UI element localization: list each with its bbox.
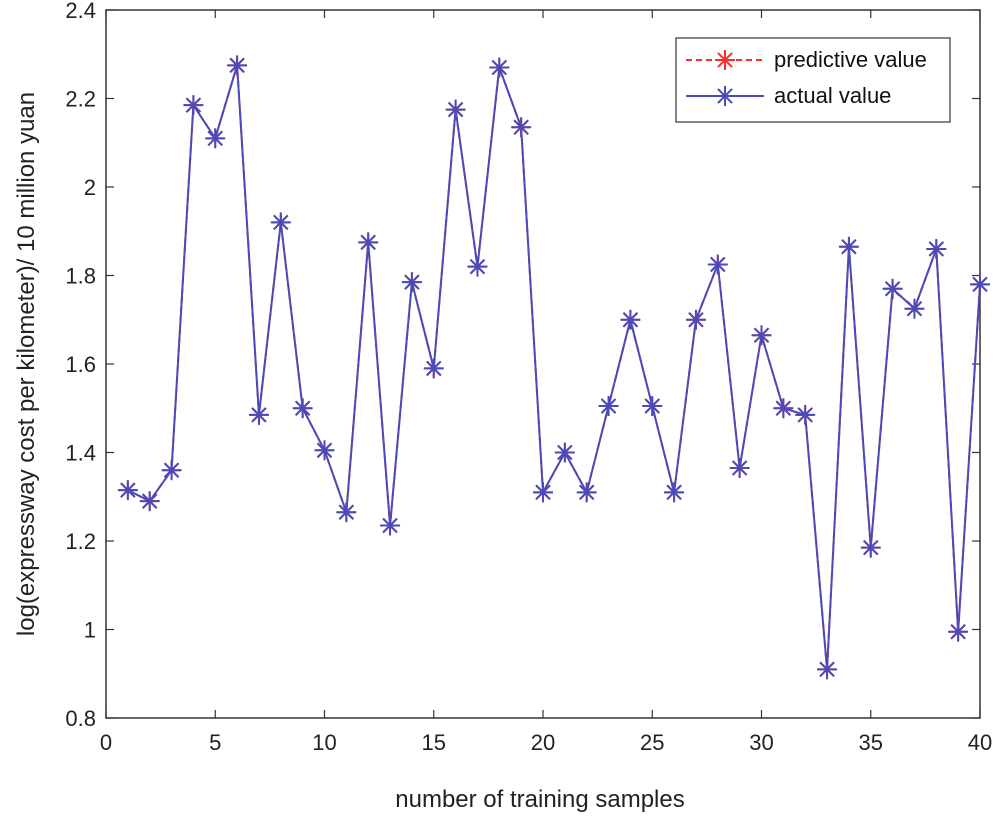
data-point <box>860 537 881 558</box>
data-point <box>445 99 466 120</box>
x-tick-label: 35 <box>859 730 883 755</box>
data-point <box>620 309 641 330</box>
data-point <box>664 482 685 503</box>
data-point <box>970 274 990 295</box>
data-point <box>817 659 838 680</box>
data-point <box>882 278 903 299</box>
data-point <box>511 117 532 138</box>
series-actual-value <box>117 55 990 680</box>
data-point <box>533 482 553 503</box>
data-point <box>314 440 335 461</box>
legend: predictive value actual value <box>675 37 951 123</box>
x-axis-title: number of training samples <box>395 786 684 813</box>
data-point <box>380 515 401 536</box>
data-point <box>161 460 182 481</box>
data-point <box>926 238 947 259</box>
x-tick-label: 25 <box>640 730 664 755</box>
data-point <box>336 502 357 523</box>
data-point <box>838 236 859 257</box>
data-point <box>292 398 313 419</box>
data-point <box>423 358 444 379</box>
data-point <box>358 232 379 253</box>
series-line <box>127 65 981 670</box>
data-point <box>227 55 248 76</box>
y-tick-label: 2 <box>84 175 96 200</box>
data-point <box>598 396 619 417</box>
x-tick-label: 10 <box>312 730 336 755</box>
data-point <box>117 480 138 501</box>
x-tick-label: 15 <box>422 730 446 755</box>
data-point <box>707 254 728 275</box>
y-tick-label: 1.4 <box>65 441 96 466</box>
data-point <box>183 95 204 116</box>
x-tick-label: 40 <box>968 730 992 755</box>
y-tick-label: 1.6 <box>65 352 96 377</box>
data-point <box>248 404 269 425</box>
x-axis: 0 5 10 15 20 25 30 35 40 <box>100 10 992 755</box>
legend-box <box>675 37 951 123</box>
data-point <box>270 212 291 233</box>
series-layer <box>117 55 990 680</box>
data-point <box>467 256 488 277</box>
data-point <box>751 325 772 346</box>
data-point <box>554 442 575 463</box>
x-tick-label: 30 <box>749 730 773 755</box>
data-point <box>904 298 925 319</box>
y-axis: 0.8 1 1.2 1.4 1.6 1.8 2 2.2 2.4 <box>65 0 980 731</box>
data-point <box>642 396 663 417</box>
y-tick-label: 1 <box>84 618 96 643</box>
data-point <box>773 398 794 419</box>
y-axis-title: log(expressway cost per kilometer)/ 10 m… <box>13 92 40 636</box>
data-point <box>139 491 160 512</box>
x-tick-label: 5 <box>209 730 221 755</box>
legend-marker <box>715 86 735 106</box>
data-point <box>729 457 750 478</box>
data-point <box>948 621 969 642</box>
data-point <box>576 482 597 503</box>
legend-label: actual value <box>774 83 891 108</box>
y-tick-label: 1.8 <box>65 264 96 289</box>
plot-frame <box>105 9 981 719</box>
y-tick-label: 2.4 <box>65 0 96 23</box>
y-tick-label: 1.2 <box>65 529 96 554</box>
y-tick-label: 0.8 <box>65 706 96 731</box>
data-point <box>685 309 706 330</box>
data-point <box>401 272 422 293</box>
legend-marker <box>715 50 735 70</box>
plot-area <box>105 9 981 719</box>
data-point <box>489 57 510 78</box>
data-point <box>205 128 226 149</box>
x-tick-label: 20 <box>531 730 555 755</box>
legend-label: predictive value <box>774 47 927 72</box>
data-point <box>795 404 816 425</box>
x-tick-label: 0 <box>100 730 112 755</box>
y-tick-label: 2.2 <box>65 87 96 112</box>
